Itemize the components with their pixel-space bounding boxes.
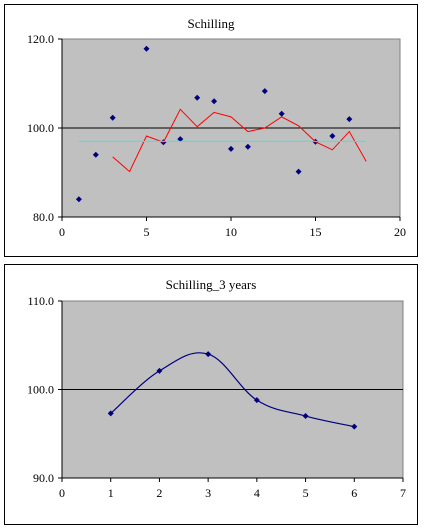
x-tick-label: 5	[144, 225, 150, 239]
data-point	[253, 397, 260, 404]
data-point	[261, 88, 268, 95]
data-point	[329, 133, 336, 140]
x-tick-label: 20	[394, 225, 406, 239]
data-point	[295, 168, 302, 175]
x-tick-label: 7	[400, 486, 406, 500]
x-tick-label: 5	[303, 486, 309, 500]
chart-panel-schilling: Schilling 80.0 100.0 120.0 0 5 10 15 20	[4, 4, 418, 257]
x-tick-label: 15	[310, 225, 322, 239]
chart-title: Schilling_3 years	[166, 277, 257, 292]
data-point	[278, 110, 285, 117]
chart-schilling-3-years: Schilling_3 years 90.0 100.0 110.0 0 1 2 3 4 5 6 7	[27, 277, 406, 500]
data-point	[92, 151, 99, 158]
y-tick-label: 110.0	[27, 294, 54, 308]
data-point	[143, 45, 150, 52]
x-tick-label: 6	[351, 486, 357, 500]
y-tick-label: 120.0	[27, 32, 54, 46]
data-point	[211, 98, 218, 105]
y-tick-label: 100.0	[27, 383, 54, 397]
data-point	[346, 116, 353, 123]
x-tick-label: 3	[205, 486, 211, 500]
data-point	[107, 410, 114, 417]
data-point	[109, 114, 116, 121]
data-point	[194, 94, 201, 101]
data-point	[302, 413, 309, 420]
y-tick-label: 100.0	[27, 121, 54, 135]
x-tick-label: 4	[254, 486, 260, 500]
data-point	[156, 367, 163, 374]
x-tick-label: 1	[108, 486, 114, 500]
data-point	[75, 196, 82, 203]
x-tick-label: 0	[59, 486, 65, 500]
x-tick-label: 10	[225, 225, 237, 239]
chart-title: Schilling	[188, 16, 235, 31]
data-point	[244, 143, 251, 150]
data-point	[351, 423, 358, 430]
x-tick-label: 2	[156, 486, 162, 500]
chart-panel-schilling-3-years: Schilling_3 years 90.0 100.0 110.0 0 1 2 3 4 5 6 7	[4, 264, 418, 525]
y-tick-label: 80.0	[33, 210, 54, 224]
series-line	[112, 108, 367, 173]
data-point	[205, 351, 212, 358]
y-tick-label: 90.0	[33, 471, 54, 485]
chart-schilling: Schilling 80.0 100.0 120.0 0 5 10 15 20	[27, 16, 406, 239]
x-tick-label: 0	[59, 225, 65, 239]
data-point	[177, 136, 184, 143]
data-point	[228, 145, 234, 152]
